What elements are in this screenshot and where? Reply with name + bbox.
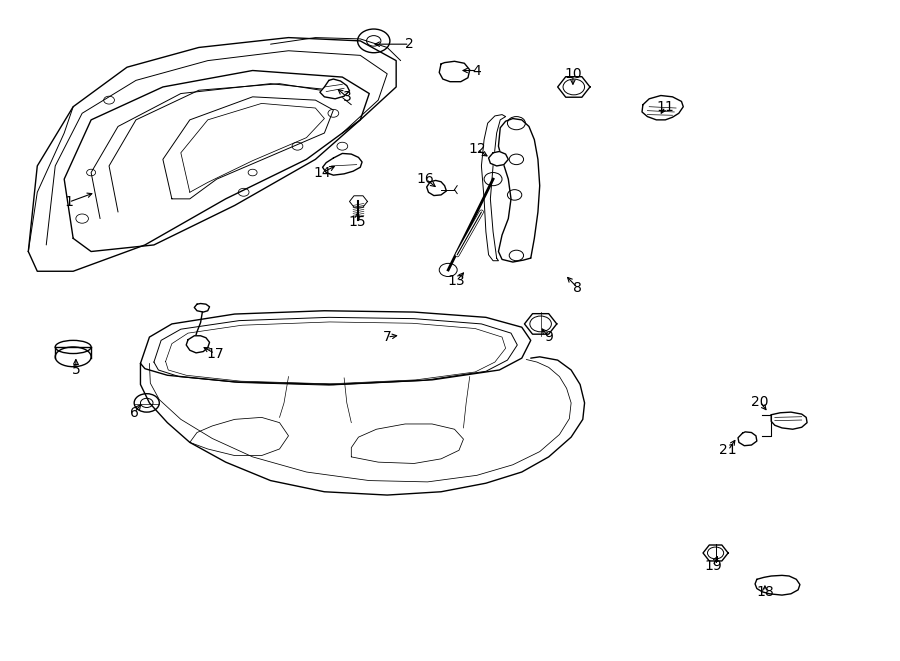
- Text: 2: 2: [405, 37, 414, 51]
- Text: 7: 7: [382, 330, 392, 344]
- Text: 5: 5: [71, 363, 80, 377]
- Polygon shape: [642, 96, 683, 120]
- Text: 10: 10: [564, 67, 581, 81]
- Text: 11: 11: [656, 100, 674, 114]
- Text: 16: 16: [417, 172, 435, 186]
- Polygon shape: [738, 432, 757, 446]
- Circle shape: [366, 36, 381, 46]
- Text: 4: 4: [472, 63, 482, 77]
- Text: 21: 21: [719, 444, 737, 457]
- Text: 14: 14: [314, 165, 331, 180]
- Polygon shape: [194, 303, 210, 312]
- Text: 1: 1: [64, 195, 73, 209]
- Polygon shape: [771, 412, 807, 429]
- Polygon shape: [439, 61, 470, 82]
- Polygon shape: [322, 153, 362, 175]
- Polygon shape: [186, 336, 210, 353]
- Text: 3: 3: [342, 90, 351, 104]
- Text: 9: 9: [544, 330, 554, 344]
- Text: 17: 17: [206, 346, 224, 360]
- Text: 13: 13: [447, 274, 465, 288]
- Text: 15: 15: [349, 215, 366, 229]
- Text: 8: 8: [573, 281, 581, 295]
- Polygon shape: [755, 575, 800, 595]
- Text: 6: 6: [130, 406, 139, 420]
- Text: 19: 19: [704, 559, 722, 573]
- Text: 18: 18: [756, 585, 774, 599]
- Text: 12: 12: [468, 143, 486, 157]
- Polygon shape: [427, 180, 446, 196]
- Text: 20: 20: [751, 395, 769, 408]
- Polygon shape: [489, 151, 508, 166]
- Polygon shape: [320, 79, 349, 98]
